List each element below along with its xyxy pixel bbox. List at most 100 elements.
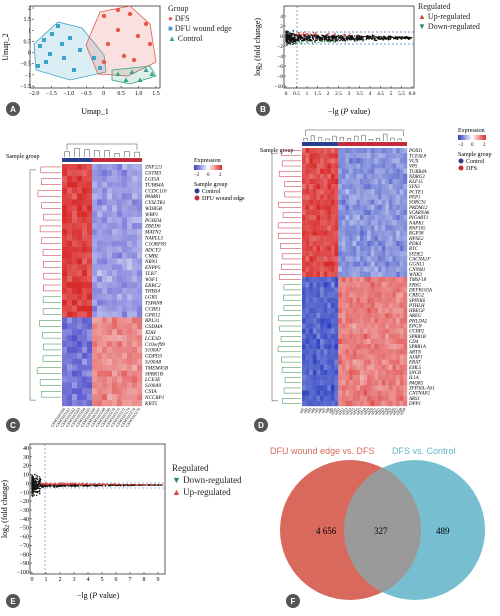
heatmap-cell	[378, 333, 382, 340]
dendrogram-branch	[94, 150, 100, 157]
control-point	[115, 71, 121, 76]
heatmap-cell	[309, 158, 314, 164]
heatmap-cell	[122, 246, 128, 253]
heatmap-cell	[352, 230, 357, 236]
volcano-point	[300, 38, 302, 40]
heatmap-cell	[396, 395, 400, 402]
heatmap-cell	[137, 293, 143, 300]
heatmap-cell	[338, 148, 343, 154]
heatmap-cell	[349, 323, 353, 329]
heatmap-cell	[367, 338, 371, 345]
heatmap-cell	[396, 189, 400, 195]
heatmap-cell	[320, 354, 324, 360]
heatmap-cell	[334, 349, 339, 355]
heatmap-cell	[97, 341, 103, 348]
legend-b: Regulated ▲ Up-regulated ▼ Down-regulated	[418, 2, 480, 32]
heatmap-cell	[107, 181, 113, 188]
heatmap-cell	[341, 328, 346, 334]
heatmap-cell	[403, 256, 408, 262]
gene-label: PTHLH	[408, 304, 425, 309]
heatmap-cell	[341, 209, 346, 216]
heatmap-cell	[385, 390, 390, 396]
heatmap-cell	[352, 292, 357, 298]
heatmap-cell	[385, 369, 390, 376]
heatmap-cell	[82, 394, 88, 401]
heatmap-cell	[396, 349, 400, 355]
heatmap-cell	[396, 199, 400, 205]
x-tick-label: 0	[285, 91, 288, 97]
heatmap-cell	[363, 230, 368, 236]
heatmap-cell	[338, 395, 343, 402]
heatmap-cell	[323, 400, 328, 407]
volcano-point	[400, 36, 403, 38]
heatmap-cell	[392, 235, 397, 242]
heatmap-cell	[349, 220, 353, 226]
heatmap-cell	[345, 178, 350, 185]
heatmap-cell	[112, 282, 118, 289]
heatmap-cell	[349, 194, 353, 200]
heatmap-cell	[374, 189, 379, 195]
heatmap-cell	[359, 380, 364, 386]
heatmap-cell	[112, 335, 118, 342]
heatmap-cell	[330, 194, 335, 200]
heatmap-cell	[122, 240, 128, 247]
heatmap-cell	[349, 246, 353, 252]
heatmap-cell	[359, 235, 364, 242]
volcano-point	[336, 35, 338, 37]
heatmap-cell	[117, 199, 123, 206]
scale-min-c: −2	[194, 173, 200, 178]
group-bar-control	[62, 158, 92, 162]
volcano-point	[309, 33, 312, 35]
volcano-point	[299, 37, 302, 39]
heatmap-cell	[320, 261, 324, 267]
heatmap-cell	[396, 256, 400, 262]
volcano-point	[367, 36, 369, 38]
sample-label: sd10	[330, 407, 338, 416]
heatmap-cell	[385, 148, 390, 154]
volcano-point	[74, 484, 76, 486]
heatmap-cell	[117, 187, 123, 194]
heatmap-cell	[122, 370, 128, 377]
heatmap-cell	[374, 230, 379, 236]
heatmap-cell	[132, 364, 138, 371]
volcano-point	[32, 492, 35, 494]
heatmap-cell	[127, 311, 133, 318]
heatmap-cell	[330, 256, 335, 262]
heatmap-cell	[352, 359, 357, 365]
heatmap-cell	[312, 369, 317, 376]
sample-label: sd16	[351, 407, 359, 416]
heatmap-cell	[97, 364, 103, 371]
heatmap-cell	[323, 364, 328, 371]
heatmap-cell	[349, 375, 353, 381]
heatmap-cell	[388, 168, 393, 174]
heatmap-cell	[305, 204, 310, 211]
heatmap-cell	[403, 220, 408, 226]
heatmap-cell	[330, 385, 335, 391]
heatmap-cell	[102, 252, 108, 259]
heatmap-cell	[334, 235, 339, 242]
heatmap-cell	[388, 199, 393, 205]
heatmap-cell	[72, 358, 78, 365]
legend-items-a: ● DFS ■ DFU wound edge ▲ Control	[168, 14, 232, 44]
scale-min-d: −2	[458, 143, 464, 148]
heatmap-cell	[385, 163, 390, 169]
heatmap-cell	[359, 338, 364, 345]
heatmap-cell	[363, 158, 368, 164]
volcano-point	[53, 483, 56, 485]
triangle-down-icon: ▼	[172, 475, 184, 485]
heatmap-cell	[312, 349, 317, 355]
volcano-point	[400, 38, 402, 40]
heatmap-cell	[403, 297, 408, 303]
heatmap-cell	[367, 194, 371, 200]
heatmap-cell	[112, 352, 118, 359]
heatmap-cell	[92, 382, 98, 389]
heatmap-cell	[309, 282, 314, 288]
heatmap-cell	[62, 217, 68, 224]
volcano-point	[303, 38, 305, 41]
heatmap-cell	[127, 287, 133, 295]
heatmap-cell	[102, 341, 108, 348]
heatmap-cell	[316, 204, 321, 211]
heatmap-cell	[363, 209, 368, 216]
heatmap-cell	[77, 217, 83, 224]
volcano-point	[333, 37, 335, 39]
